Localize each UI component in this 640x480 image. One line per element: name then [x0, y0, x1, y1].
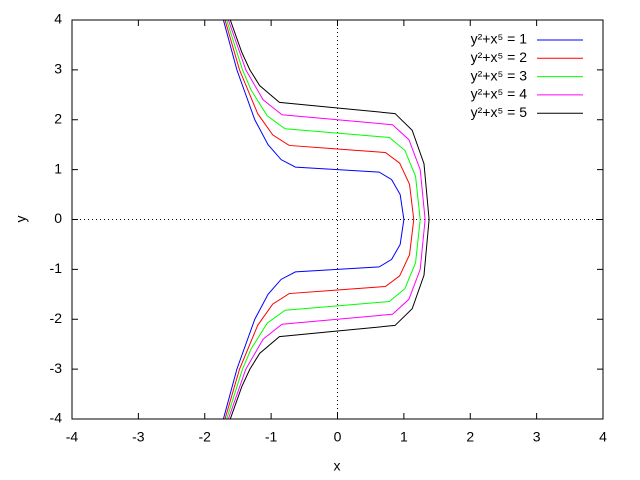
x-tick-label: 2 [466, 429, 474, 445]
curve [229, 20, 430, 419]
y-axis-label: y [13, 216, 29, 223]
curve [224, 20, 415, 419]
y-tick-label: 1 [54, 160, 62, 176]
curve [226, 20, 421, 419]
y-tick-label: 2 [54, 110, 62, 126]
y-tick-label: -1 [50, 260, 63, 276]
plot-area [222, 20, 430, 419]
legend-label: y²+x⁵ = 3 [471, 67, 528, 83]
y-tick-label: 0 [54, 210, 62, 226]
legend-label: y²+x⁵ = 4 [471, 86, 528, 102]
x-tick-label: 4 [599, 429, 607, 445]
y-tick-label: -4 [50, 410, 63, 426]
x-tick-label: -3 [132, 429, 145, 445]
y-tick-label: 4 [54, 11, 62, 27]
curve [222, 20, 405, 419]
legend-label: y²+x⁵ = 5 [471, 104, 528, 120]
x-tick-label: 1 [400, 429, 408, 445]
x-tick-label: -2 [199, 429, 212, 445]
curve [227, 20, 426, 419]
y-tick-label: -3 [50, 360, 63, 376]
x-axis-label: x [334, 458, 341, 474]
legend-label: y²+x⁵ = 1 [471, 31, 528, 47]
y-tick-label: 3 [54, 61, 62, 77]
x-tick-label: -4 [66, 429, 79, 445]
y-tick-label: -2 [50, 310, 63, 326]
x-tick-label: 3 [533, 429, 541, 445]
x-tick-label: 0 [334, 429, 342, 445]
x-tick-label: -1 [265, 429, 278, 445]
plot-frame [71, 19, 604, 420]
legend-label: y²+x⁵ = 2 [471, 49, 528, 65]
